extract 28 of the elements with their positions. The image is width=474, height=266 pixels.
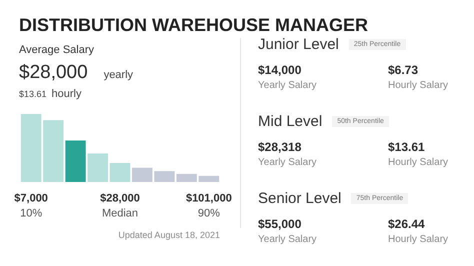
text: Hourly Salary: [388, 80, 448, 91]
text: $6.73: [388, 63, 420, 77]
text: yearly: [104, 69, 134, 81]
text: $13.61: [388, 140, 426, 154]
text: $28,000: [19, 62, 88, 84]
text: Hourly Salary: [388, 157, 448, 168]
text: Senior Level: [258, 190, 342, 207]
text: Yearly Salary: [258, 80, 317, 91]
bar: [88, 153, 108, 182]
text: Hourly Salary: [388, 234, 448, 245]
text: $28,318: [258, 140, 302, 154]
text: Updated August 18, 2021: [118, 230, 220, 240]
text: $55,000: [258, 217, 302, 231]
bar: [110, 162, 130, 182]
bar: [65, 140, 86, 182]
chart-title: DISTRIBUTION WAREHOUSE MANAGER: [19, 15, 370, 36]
x-tick-label: $101,000 90%: [186, 192, 232, 220]
text: Yearly Salary: [258, 234, 317, 245]
text: Yearly Salary: [258, 157, 317, 168]
text: $14,000: [258, 63, 302, 77]
text: Junior Level: [258, 36, 339, 53]
text: $13.61: [19, 89, 47, 99]
x-tick-label: $28,000 Median: [100, 192, 140, 220]
x-tick-label: $7,000 10%: [14, 192, 48, 220]
text: $26.44: [388, 217, 426, 231]
text: Mid Level: [258, 113, 322, 130]
text: hourly: [52, 88, 82, 100]
chart-subtitle: Average Salary: [19, 44, 94, 56]
